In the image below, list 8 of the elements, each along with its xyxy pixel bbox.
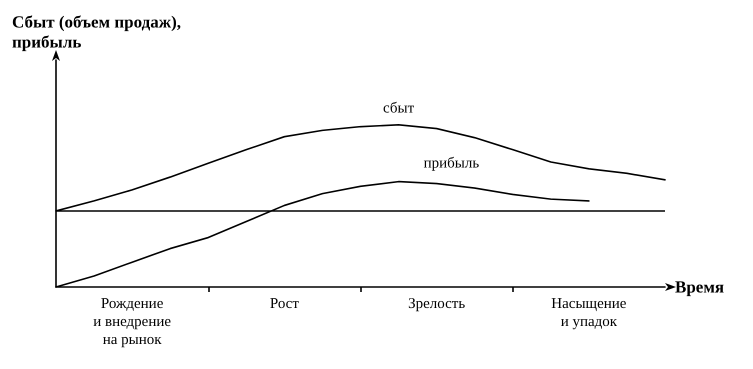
x-tick-label: Рост [270, 296, 300, 312]
x-tick-label: Насыщение и упадок [551, 296, 627, 330]
series-label: сбыт [383, 100, 415, 116]
y-axis-title: Сбыт (объем продаж), прибыль [12, 12, 181, 52]
series-label: прибыль [424, 156, 480, 172]
x-axis-title: Время [675, 278, 724, 296]
x-tick-label: Рождение и внедрение на рынок [93, 296, 172, 348]
x-tick-label: Зрелость [408, 296, 466, 312]
